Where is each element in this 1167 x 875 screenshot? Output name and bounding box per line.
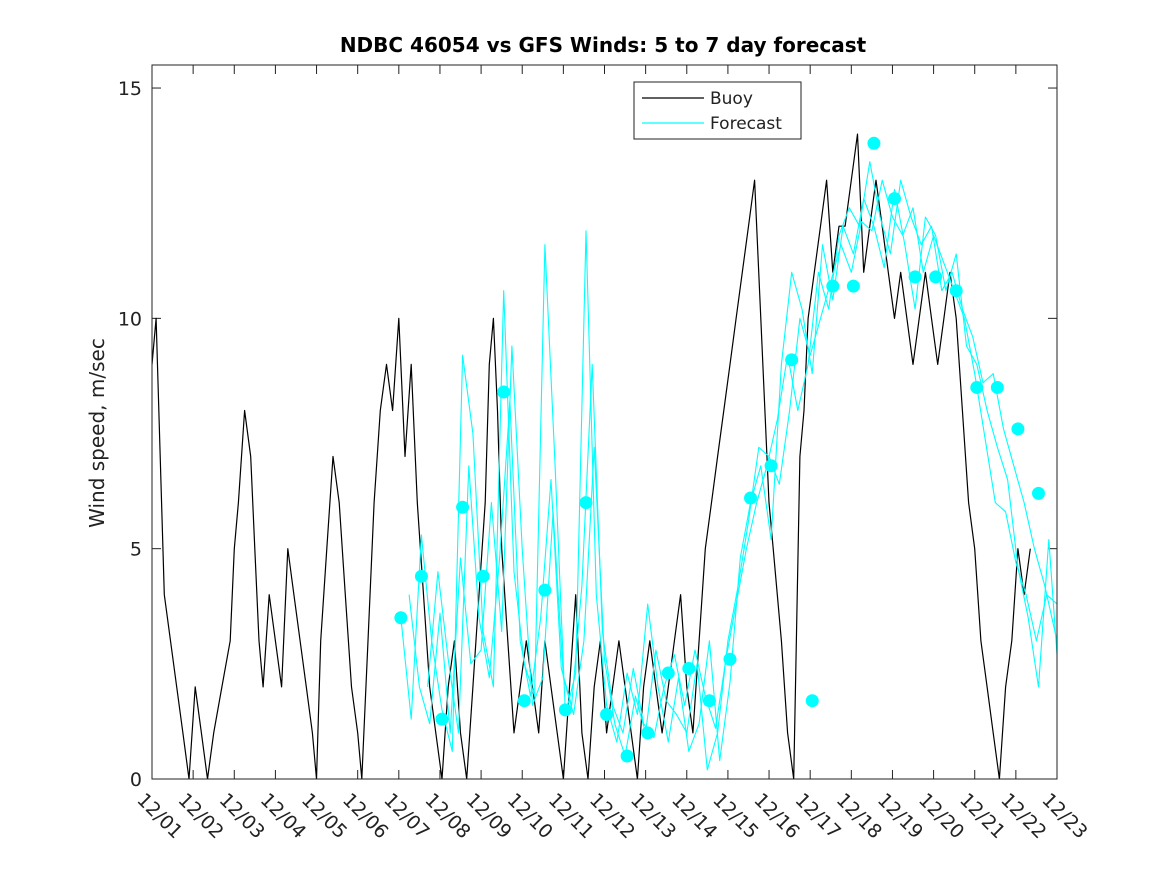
y-axis-label: Wind speed, m/sec	[85, 338, 109, 528]
forecast-series-line	[427, 161, 1057, 739]
x-tick-label: 12/04	[256, 789, 310, 843]
forecast-marker	[929, 270, 943, 284]
forecast-marker	[620, 749, 634, 763]
legend: Buoy Forecast	[633, 81, 802, 140]
x-tick-label: 12/08	[420, 789, 474, 843]
forecast-marker	[888, 192, 902, 206]
x-tick-label: 12/20	[914, 789, 968, 843]
forecast-marker	[641, 726, 655, 740]
forecast-marker	[394, 611, 408, 625]
forecast-marker	[846, 279, 860, 293]
forecast-marker	[970, 380, 984, 394]
x-tick-label: 12/05	[297, 789, 351, 843]
legend-box	[633, 81, 802, 140]
x-tick-label: 12/16	[750, 789, 804, 843]
forecast-marker	[435, 712, 449, 726]
forecast-marker	[785, 353, 799, 367]
forecast-marker	[682, 661, 696, 675]
forecast-marker	[702, 694, 716, 708]
forecast-marker	[661, 666, 675, 680]
x-tick-label: 12/21	[955, 789, 1009, 843]
forecast-marker	[1011, 422, 1025, 436]
x-tick-label: 12/12	[585, 789, 639, 843]
forecast-marker	[949, 284, 963, 298]
x-tick-label: 12/06	[338, 789, 392, 843]
forecast-marker	[764, 459, 778, 473]
buoy-series-line	[152, 133, 1031, 779]
forecast-marker	[826, 279, 840, 293]
x-tick-label: 12/09	[462, 789, 516, 843]
forecast-marker	[908, 270, 922, 284]
forecast-marker	[476, 569, 490, 583]
x-tick-label: 12/18	[832, 789, 886, 843]
x-tick-label: 12/02	[174, 789, 228, 843]
plot-area	[152, 133, 1057, 779]
x-tick-label: 12/19	[873, 789, 927, 843]
chart-title: NDBC 46054 vs GFS Winds: 5 to 7 day fore…	[340, 33, 867, 57]
forecast-marker	[538, 583, 552, 597]
legend-buoy-label: Buoy	[710, 89, 753, 109]
x-tick-label: 12/11	[544, 789, 598, 843]
forecast-marker	[805, 694, 819, 708]
x-tick-label: 12/22	[996, 789, 1050, 843]
forecast-marker	[744, 491, 758, 505]
x-tick-label: 12/15	[708, 789, 762, 843]
y-tick-label: 15	[118, 78, 142, 100]
forecast-marker	[867, 136, 881, 150]
forecast-marker	[723, 652, 737, 666]
x-tick-label: 12/07	[379, 789, 433, 843]
forecast-marker	[456, 500, 470, 514]
forecast-marker	[990, 380, 1004, 394]
y-tick-label: 5	[130, 539, 142, 561]
forecast-marker	[558, 703, 572, 717]
forecast-marker	[517, 694, 531, 708]
x-tick-label: 12/10	[503, 789, 557, 843]
forecast-marker	[579, 496, 593, 510]
tick-labels: 05101512/0112/0212/0312/0412/0512/0612/0…	[118, 78, 1092, 843]
forecast-series-line	[408, 179, 1057, 771]
axis-ticks	[151, 65, 1058, 780]
forecast-marker	[600, 708, 614, 722]
x-tick-label: 12/14	[667, 789, 721, 843]
forecast-marker	[414, 569, 428, 583]
x-tick-label: 12/03	[215, 789, 269, 843]
forecast-marker	[497, 385, 511, 399]
x-tick-label: 12/23	[1037, 789, 1091, 843]
forecast-marker	[1031, 486, 1045, 500]
legend-forecast-label: Forecast	[710, 114, 782, 134]
x-tick-label: 12/13	[626, 789, 680, 843]
y-tick-label: 10	[118, 308, 142, 330]
x-tick-label: 12/01	[132, 789, 186, 843]
plot-frame	[151, 64, 1058, 780]
forecast-series-line	[400, 188, 1057, 762]
x-tick-label: 12/17	[791, 789, 845, 843]
y-tick-label: 0	[130, 769, 142, 791]
